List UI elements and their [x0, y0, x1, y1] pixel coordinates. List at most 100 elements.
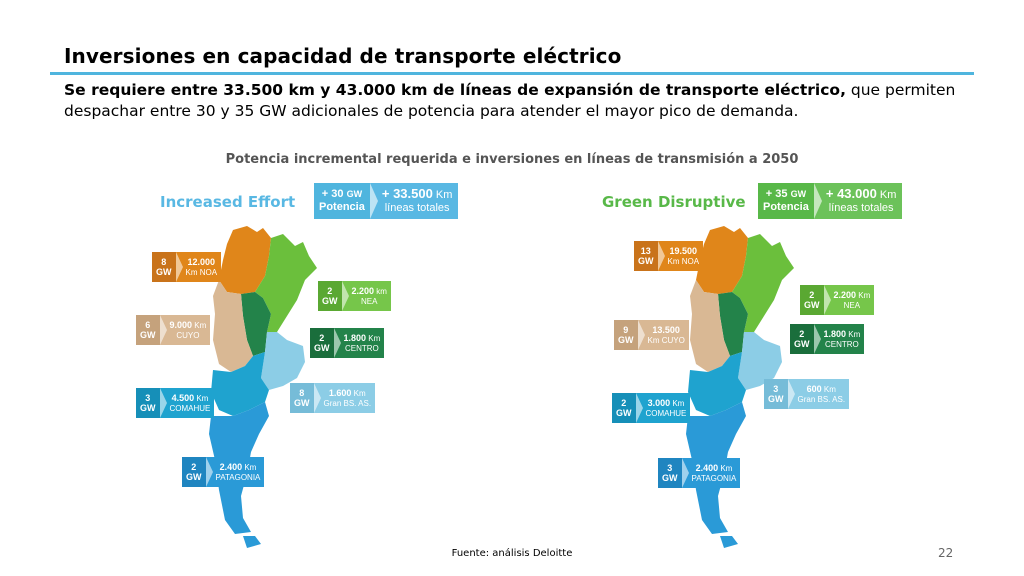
source-note: Fuente: análisis Deloitte [451, 548, 573, 559]
tag-ie-centro: 2 GW 1.800 Km CENTRO [310, 328, 385, 358]
summary-km-unit: Km [435, 189, 453, 201]
summary-km-label: líneas totales [828, 202, 894, 214]
summary-gw-value: + 30 [321, 188, 344, 200]
tag-km-value: 600 [806, 383, 822, 394]
tag-km-unit: Km [196, 393, 209, 403]
tag-region-label: PATAGONIA [215, 472, 261, 482]
tag-gw-unit: GW [618, 335, 634, 345]
tag-gw-unit: GW [156, 267, 172, 277]
tag-region-label: Km NOA [185, 267, 218, 277]
tag-gw-value: 2 [621, 398, 627, 408]
tag-km-value: 2.200 [833, 289, 857, 300]
tag-gw-unit: GW [662, 473, 678, 483]
tag-region-label: CENTRO [344, 343, 379, 353]
tag-km-value: 1.800 [343, 332, 367, 343]
lead-rest: que permiten despachar entre 30 y 35 GW … [64, 81, 956, 120]
slide-title: Inversiones en capacidad de transporte e… [64, 44, 622, 68]
title-underline [50, 72, 974, 75]
tag-km-value: 3.000 [647, 397, 671, 408]
tag-gd-nea: 2 GW 2.200 Km NEA [800, 285, 875, 315]
tag-gw-unit: GW [638, 256, 654, 266]
region-noa [219, 226, 271, 294]
tag-gw-value: 2 [319, 333, 325, 343]
page-number: 22 [938, 546, 954, 560]
summary-gw-unit: GW [790, 189, 807, 199]
tag-km-value: 2.400 [219, 461, 243, 472]
tag-gw-value: 9 [623, 325, 629, 335]
region-cuyo [213, 280, 253, 372]
tag-gw-value: 2 [191, 462, 197, 472]
tag-km-value: 1.600 [328, 387, 352, 398]
summary-gw: + 35 GW Potencia [758, 183, 822, 219]
tag-km-unit: Km [244, 462, 257, 472]
tag-region-label: NEA [360, 296, 378, 306]
tag-km-value: 2.400 [695, 462, 719, 473]
tag-gw-value: 2 [327, 286, 333, 296]
region-bsas [261, 332, 305, 390]
region-noa [696, 226, 748, 294]
tag-region-label: Km CUYO [647, 335, 685, 345]
region-cuyo [690, 280, 730, 372]
summary-gw-value: + 35 [765, 188, 788, 200]
summary-gw-label: Potencia [763, 201, 809, 213]
tag-ie-patagonia: 2 GW 2.400 Km PATAGONIA [182, 457, 265, 487]
tag-region-label: CENTRO [824, 339, 859, 349]
tag-gw-unit: GW [186, 472, 202, 482]
region-tierra-del-fuego [720, 536, 738, 548]
tag-ie-noa: 8 GW 12.000 Km NOA [152, 252, 222, 282]
tag-gw-value: 13 [640, 246, 651, 256]
summary-box-green-disruptive: + 35 GW Potencia + 43.000 Km líneas tota… [758, 183, 903, 219]
tag-ie-bsas: 8 GW 1.600 Km Gran BS. AS. [290, 383, 376, 413]
tag-km-unit: Km [353, 388, 366, 398]
tag-gw-value: 8 [161, 257, 167, 267]
summary-km-unit: Km [879, 189, 897, 201]
region-nea [255, 234, 317, 332]
tag-ie-cuyo: 6 GW 9.000 Km CUYO [136, 315, 211, 345]
tag-km-unit: Km [848, 329, 861, 339]
tag-region-label: COMAHUE [645, 408, 687, 418]
tag-region-label: COMAHUE [169, 403, 211, 413]
region-comahue [688, 352, 746, 416]
scenario-title-increased-effort: Increased Effort [160, 193, 296, 211]
tag-region-label: NEA [843, 300, 861, 310]
summary-km-value: + 43.000 [825, 186, 877, 201]
tag-region-label: Gran BS. AS. [797, 394, 846, 404]
summary-gw-label: Potencia [319, 201, 365, 213]
tag-ie-comahue: 3 GW 4.500 Km COMAHUE [136, 388, 215, 418]
summary-km: + 43.000 Km líneas totales [813, 183, 903, 219]
tag-gw-value: 3 [773, 384, 779, 394]
tag-km-unit: Km [823, 384, 836, 394]
tag-km-value: 12.000 [187, 256, 216, 267]
region-centro [241, 292, 271, 356]
tag-gd-centro: 2 GW 1.800 Km CENTRO [790, 324, 865, 354]
tag-gd-comahue: 2 GW 3.000 Km COMAHUE [612, 393, 691, 423]
tag-gw-value: 2 [809, 290, 815, 300]
tag-gw-value: 3 [667, 463, 673, 473]
region-comahue [211, 352, 269, 416]
region-nea [732, 234, 794, 332]
tag-km-value: 2.200 [351, 285, 375, 296]
tag-gd-cuyo: 9 GW 13.500 Km CUYO [614, 320, 689, 350]
region-bsas [738, 332, 782, 390]
tag-gw-unit: GW [140, 330, 156, 340]
tag-gw-value: 3 [145, 393, 151, 403]
tag-gd-noa: 13 GW 19.500 Km NOA [634, 241, 704, 271]
tag-gw-unit: GW [794, 339, 810, 349]
summary-gw-unit: GW [346, 189, 363, 199]
tag-gw-unit: GW [294, 398, 310, 408]
tag-km-value: 13.500 [652, 324, 680, 335]
tag-km-unit: Km [672, 398, 685, 408]
summary-gw: + 30 GW Potencia [314, 183, 378, 219]
tag-region-label: PATAGONIA [691, 473, 737, 483]
tag-gw-unit: GW [804, 300, 820, 310]
region-tierra-del-fuego [243, 536, 261, 548]
tag-gw-unit: GW [314, 343, 330, 353]
summary-km-value: + 33.500 [381, 186, 433, 201]
chart-subtitle: Potencia incremental requerida e inversi… [225, 152, 799, 167]
tag-gw-unit: GW [616, 408, 632, 418]
tag-gw-value: 6 [145, 320, 151, 330]
tag-km-value: 9.000 [169, 319, 193, 330]
scenario-title-green-disruptive: Green Disruptive [602, 193, 746, 211]
tag-ie-nea: 2 GW 2.200 km NEA [318, 281, 391, 311]
tag-gw-value: 2 [799, 329, 805, 339]
